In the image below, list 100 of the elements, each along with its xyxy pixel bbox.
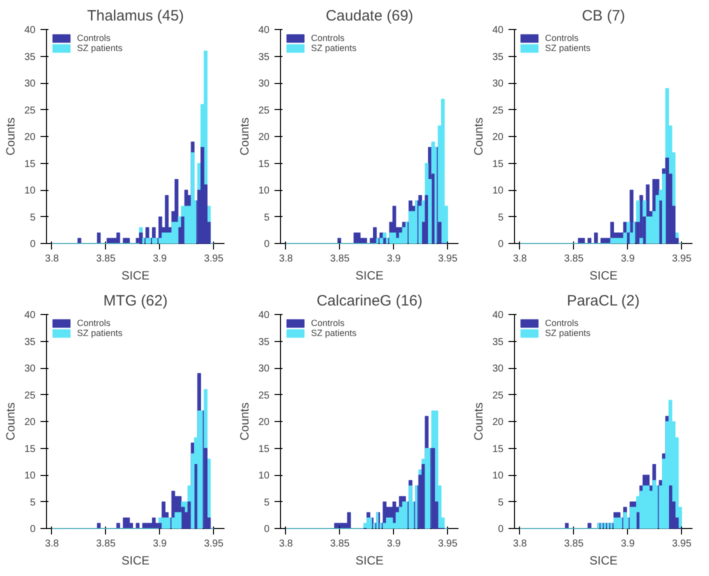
y-tick-label: 10 <box>24 470 36 482</box>
y-tick-label: 25 <box>24 390 36 402</box>
y-tick-label: 5 <box>498 497 504 508</box>
x-tick-label: 3.9 <box>620 538 636 550</box>
x-tick-label: 3.95 <box>204 254 224 264</box>
y-axis-title: Counts <box>3 117 18 156</box>
y-tick-label: 0 <box>264 239 270 250</box>
chart-title: MTG (62) <box>103 292 168 310</box>
y-tick-label: 5 <box>30 497 36 508</box>
x-tick-label: 3.9 <box>620 254 636 264</box>
y-tick-label: 35 <box>24 336 36 348</box>
x-tick-label: 3.95 <box>672 254 692 264</box>
legend-label: SZ patients <box>311 43 357 53</box>
chart-title: Caudate (69) <box>326 8 414 24</box>
y-tick-label: 15 <box>24 444 36 455</box>
x-tick-label: 3.95 <box>672 538 692 550</box>
x-tick-label: 3.95 <box>438 254 458 264</box>
chart-title: CB (7) <box>582 8 626 24</box>
x-tick-label: 3.85 <box>564 254 584 264</box>
x-tick-label: 3.85 <box>96 254 116 264</box>
y-tick-label: 15 <box>492 444 504 455</box>
x-tick-label: 3.9 <box>386 254 402 264</box>
legend-label: SZ patients <box>77 43 123 53</box>
legend-label: Controls <box>77 33 111 43</box>
chart-title: CalcarineG (16) <box>316 292 422 310</box>
legend-label: SZ patients <box>311 328 357 338</box>
y-tick-label: 0 <box>498 239 504 250</box>
y-tick-label: 15 <box>258 158 270 170</box>
chart-title: ParaCL (2) <box>566 292 640 310</box>
y-tick-label: 0 <box>498 524 504 535</box>
x-axis-title: SICE <box>589 554 618 568</box>
y-tick-label: 10 <box>258 470 270 482</box>
y-axis-title: Counts <box>237 117 252 156</box>
y-axis-title: Counts <box>471 117 486 156</box>
x-tick-label: 3.85 <box>330 254 350 264</box>
x-tick-label: 3.8 <box>44 538 60 550</box>
y-tick-label: 25 <box>258 105 270 116</box>
legend-label: Controls <box>311 318 345 328</box>
x-tick-label: 3.95 <box>204 538 224 550</box>
y-tick-label: 30 <box>258 364 270 374</box>
y-tick-label: 20 <box>492 417 504 428</box>
x-tick-label: 3.8 <box>278 254 294 264</box>
legend-label: SZ patients <box>545 328 591 338</box>
x-tick-label: 3.8 <box>44 254 60 264</box>
x-axis-title: SICE <box>121 554 150 568</box>
y-tick-label: 30 <box>492 364 504 374</box>
y-tick-label: 30 <box>258 78 270 90</box>
y-tick-label: 30 <box>492 78 504 90</box>
y-tick-label: 35 <box>492 336 504 348</box>
x-tick-label: 3.95 <box>438 538 458 550</box>
x-tick-label: 3.9 <box>386 538 402 550</box>
y-tick-label: 40 <box>492 310 504 321</box>
legend-label: SZ patients <box>77 328 123 338</box>
y-axis-title: Counts <box>3 402 18 441</box>
y-tick-label: 0 <box>30 524 36 535</box>
legend-label: Controls <box>77 318 111 328</box>
y-tick-label: 35 <box>24 52 36 63</box>
legend-label: SZ patients <box>545 43 591 53</box>
y-tick-label: 5 <box>30 212 36 224</box>
y-tick-label: 40 <box>492 25 504 36</box>
y-tick-label: 25 <box>492 105 504 116</box>
x-tick-label: 3.9 <box>152 254 168 264</box>
y-tick-label: 0 <box>264 524 270 535</box>
y-tick-label: 15 <box>24 158 36 170</box>
y-tick-label: 5 <box>498 212 504 224</box>
y-tick-label: 0 <box>30 239 36 250</box>
y-tick-label: 10 <box>492 470 504 482</box>
y-tick-label: 25 <box>492 390 504 402</box>
y-tick-label: 20 <box>24 132 36 143</box>
y-tick-label: 20 <box>258 132 270 143</box>
y-tick-label: 20 <box>24 417 36 428</box>
legend-label: Controls <box>311 33 345 43</box>
y-tick-label: 5 <box>264 212 270 224</box>
y-tick-label: 15 <box>258 444 270 455</box>
legend-label: Controls <box>545 318 579 328</box>
y-tick-label: 10 <box>492 186 504 196</box>
y-tick-label: 10 <box>24 186 36 196</box>
y-tick-label: 40 <box>24 310 36 321</box>
y-tick-label: 25 <box>258 390 270 402</box>
y-tick-label: 20 <box>492 132 504 143</box>
y-tick-label: 15 <box>492 158 504 170</box>
x-tick-label: 3.85 <box>564 538 584 550</box>
legend-label: Controls <box>545 33 579 43</box>
y-tick-label: 40 <box>258 310 270 321</box>
y-tick-label: 35 <box>258 52 270 63</box>
x-tick-label: 3.85 <box>330 538 350 550</box>
x-axis-title: SICE <box>589 268 618 282</box>
y-tick-label: 40 <box>258 25 270 36</box>
x-axis-title: SICE <box>121 268 150 282</box>
x-tick-label: 3.85 <box>96 538 116 550</box>
y-tick-label: 30 <box>24 364 36 374</box>
y-tick-label: 20 <box>258 417 270 428</box>
y-axis-title: Counts <box>237 402 252 441</box>
y-tick-label: 10 <box>258 186 270 196</box>
y-axis-title: Counts <box>471 402 486 441</box>
x-tick-label: 3.8 <box>512 538 528 550</box>
y-tick-label: 25 <box>24 105 36 116</box>
x-axis-title: SICE <box>355 554 384 568</box>
y-tick-label: 35 <box>492 52 504 63</box>
y-tick-label: 35 <box>258 336 270 348</box>
